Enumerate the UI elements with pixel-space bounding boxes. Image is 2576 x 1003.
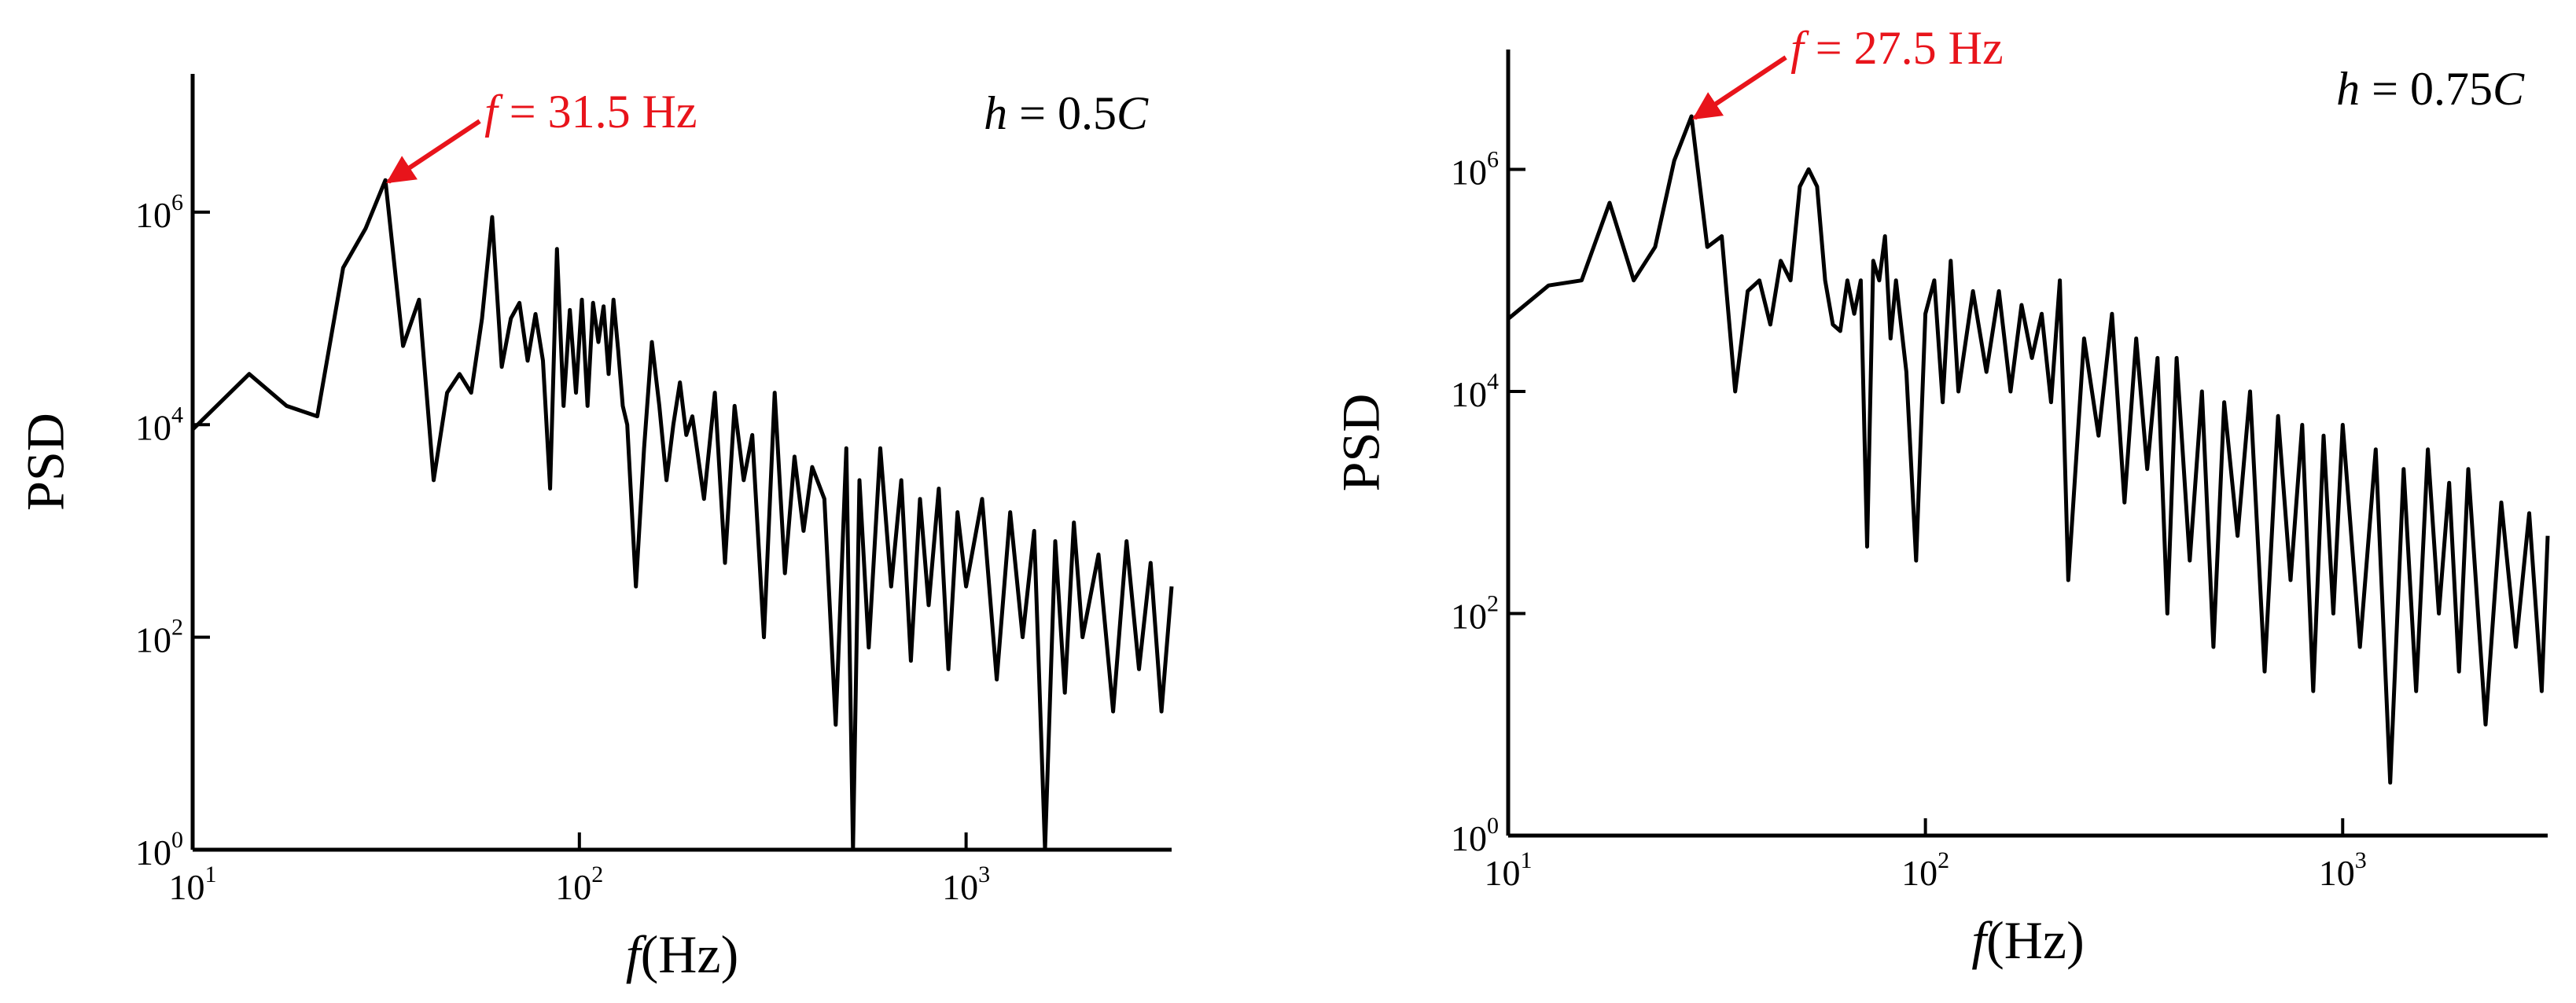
annotation-value: = 27.5 Hz: [1804, 22, 2004, 74]
tick-base: 10: [1451, 374, 1487, 414]
x-tick-label: 101: [1485, 847, 1533, 893]
tick-exponent: 2: [1938, 847, 1949, 873]
y-tick-label: 102: [135, 615, 183, 660]
annotation-text: f = 31.5 Hz: [484, 86, 697, 138]
annotation-arrow: [1692, 55, 1787, 120]
annotation-arrow: [386, 119, 481, 184]
x-axis-unit: (Hz): [641, 924, 739, 984]
case-unit: C: [1117, 87, 1149, 139]
tick-base: 10: [942, 867, 978, 907]
tick-base: 10: [2319, 853, 2355, 893]
y-tick-label: 102: [1451, 590, 1499, 636]
tick-exponent: 1: [1521, 847, 1533, 873]
x-tick-label: 103: [2319, 847, 2367, 893]
psd-line: [1507, 114, 2550, 785]
y-tick-label: 104: [1451, 369, 1499, 414]
tick-base: 10: [135, 407, 171, 447]
x-tick-label: 102: [555, 862, 603, 907]
tick-base: 10: [1485, 853, 1521, 893]
y-axis-label: PSD: [1331, 394, 1391, 492]
tick-base: 10: [135, 194, 171, 234]
psd-line: [191, 178, 1174, 852]
case-var: h: [2336, 63, 2360, 115]
tick-exponent: 4: [171, 402, 183, 428]
case-unit: C: [2493, 63, 2525, 115]
tick-exponent: 2: [1487, 590, 1499, 616]
y-tick-label: 106: [135, 189, 183, 235]
tick-exponent: 0: [1487, 813, 1499, 839]
tick-exponent: 2: [591, 862, 603, 887]
annotation-text: f = 27.5 Hz: [1790, 22, 2003, 74]
x-axis-unit: (Hz): [1986, 910, 2085, 970]
tick-exponent: 6: [1487, 146, 1499, 172]
case-value: = 0.5: [1007, 87, 1117, 139]
tick-exponent: 2: [171, 615, 183, 641]
case-var: h: [984, 87, 1007, 139]
tick-base: 10: [1451, 152, 1487, 192]
y-axis-label: PSD: [16, 413, 75, 511]
tick-exponent: 1: [205, 862, 217, 887]
y-tick-label: 106: [1451, 146, 1499, 192]
tick-base: 10: [555, 867, 591, 907]
tick-base: 10: [135, 832, 171, 873]
tick-base: 10: [1451, 818, 1487, 858]
tick-exponent: 6: [171, 189, 183, 215]
tick-base: 10: [1901, 853, 1938, 893]
tick-exponent: 3: [978, 862, 990, 887]
x-tick-label: 103: [942, 862, 990, 907]
y-tick-label: 100: [135, 827, 183, 873]
x-axis-label: f(Hz): [626, 924, 738, 984]
case-label: h = 0.5C: [984, 87, 1149, 139]
annotation-value: = 31.5 Hz: [498, 86, 697, 138]
tick-base: 10: [135, 619, 171, 659]
tick-base: 10: [1451, 596, 1487, 636]
case-value: = 0.75: [2360, 63, 2493, 115]
y-tick-label: 104: [135, 402, 183, 447]
tick-base: 10: [169, 867, 205, 907]
case-label: h = 0.75C: [2336, 63, 2525, 115]
tick-exponent: 0: [171, 827, 183, 853]
x-tick-label: 101: [169, 862, 217, 907]
tick-exponent: 3: [2355, 847, 2367, 873]
y-tick-label: 100: [1451, 813, 1499, 858]
x-tick-label: 102: [1901, 847, 1949, 893]
tick-exponent: 4: [1487, 369, 1499, 395]
x-axis-label: f(Hz): [1971, 910, 2084, 970]
